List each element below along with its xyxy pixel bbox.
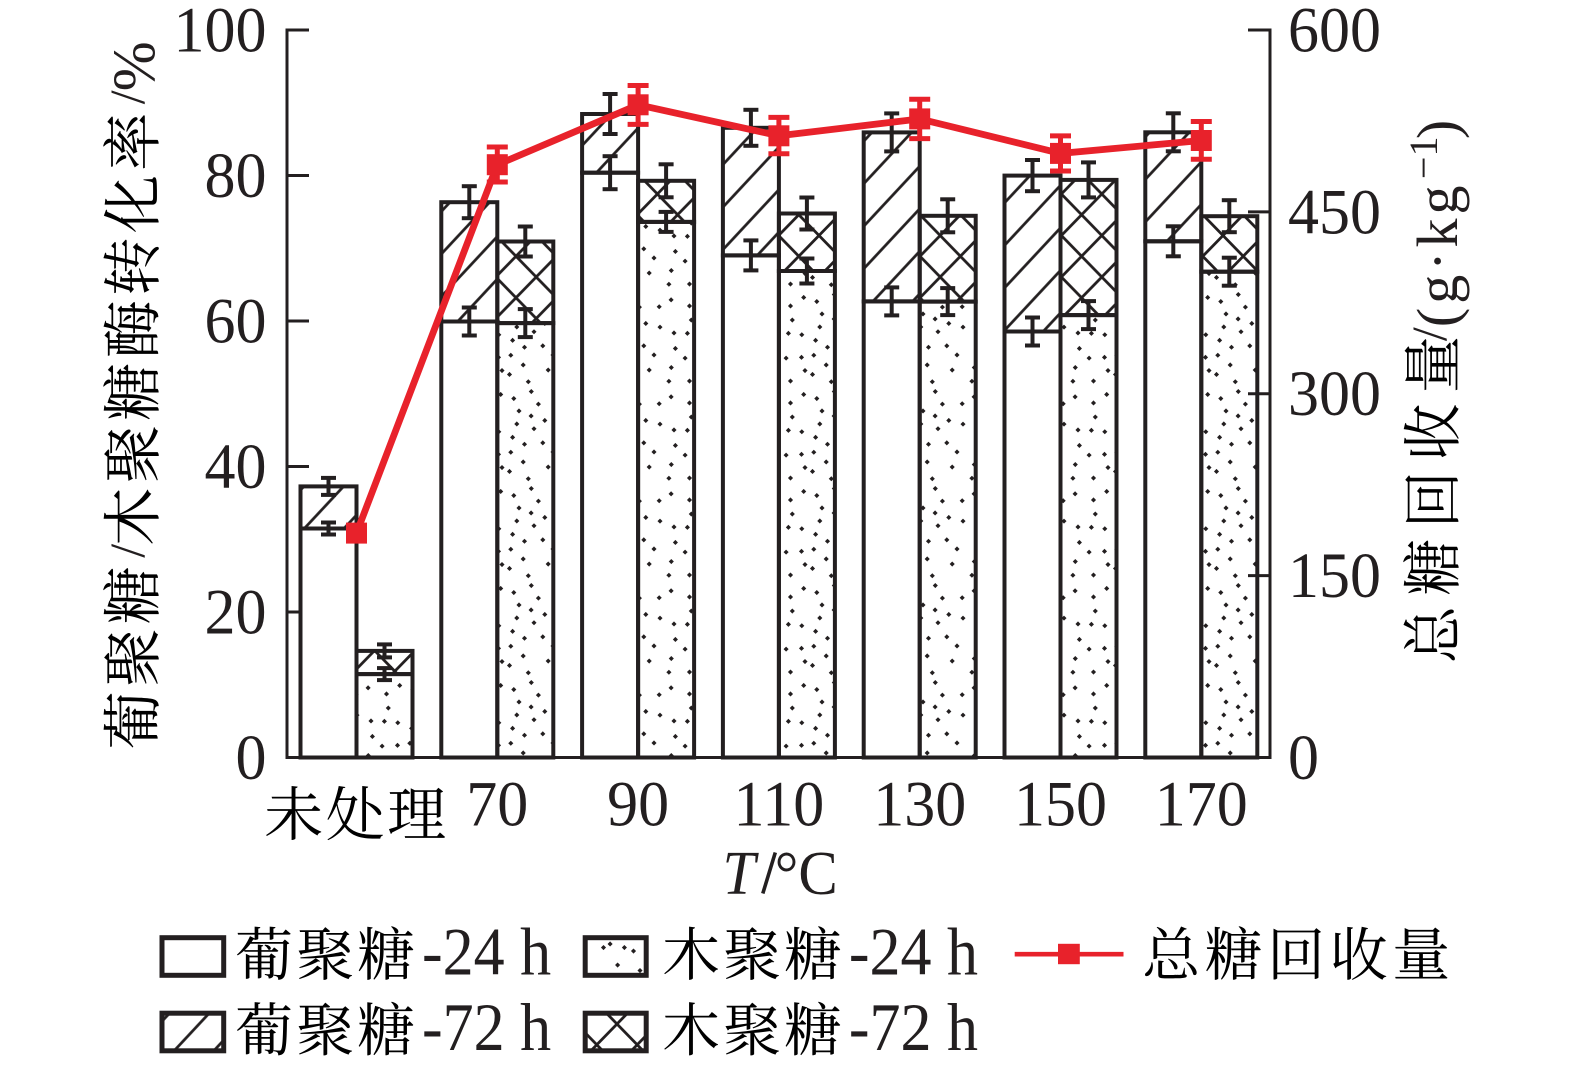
svg-text:0: 0	[1288, 721, 1319, 794]
svg-text:/: /	[99, 544, 155, 558]
svg-text:/: /	[1401, 327, 1457, 341]
svg-text:-24 h: -24 h	[849, 915, 978, 990]
svg-text:70: 70	[466, 767, 528, 840]
svg-text:90: 90	[607, 767, 669, 840]
svg-text:0: 0	[236, 721, 267, 794]
svg-text:150: 150	[1014, 767, 1107, 840]
svg-text:40: 40	[205, 430, 267, 503]
svg-text:130: 130	[873, 767, 966, 840]
svg-text:100: 100	[174, 0, 267, 66]
svg-text:): )	[1405, 120, 1470, 139]
svg-text:(g·kg: (g·kg	[1405, 181, 1470, 327]
svg-text:−1: −1	[1401, 137, 1446, 180]
svg-text:-72 h: -72 h	[422, 990, 551, 1065]
svg-text:170: 170	[1155, 767, 1248, 840]
svg-text:%: %	[101, 41, 167, 91]
svg-text:80: 80	[205, 139, 267, 212]
svg-text:150: 150	[1288, 539, 1381, 612]
svg-text:20: 20	[205, 575, 267, 648]
svg-text:600: 600	[1288, 0, 1381, 66]
svg-text:/: /	[99, 90, 155, 104]
svg-text:-24 h: -24 h	[422, 915, 551, 990]
svg-text:°C: °C	[775, 839, 838, 908]
svg-text:60: 60	[205, 284, 267, 357]
svg-text:300: 300	[1288, 357, 1381, 430]
svg-text:-72 h: -72 h	[849, 990, 978, 1065]
svg-text:450: 450	[1288, 175, 1381, 248]
svg-text:T: T	[723, 839, 760, 908]
svg-text:110: 110	[734, 767, 825, 840]
